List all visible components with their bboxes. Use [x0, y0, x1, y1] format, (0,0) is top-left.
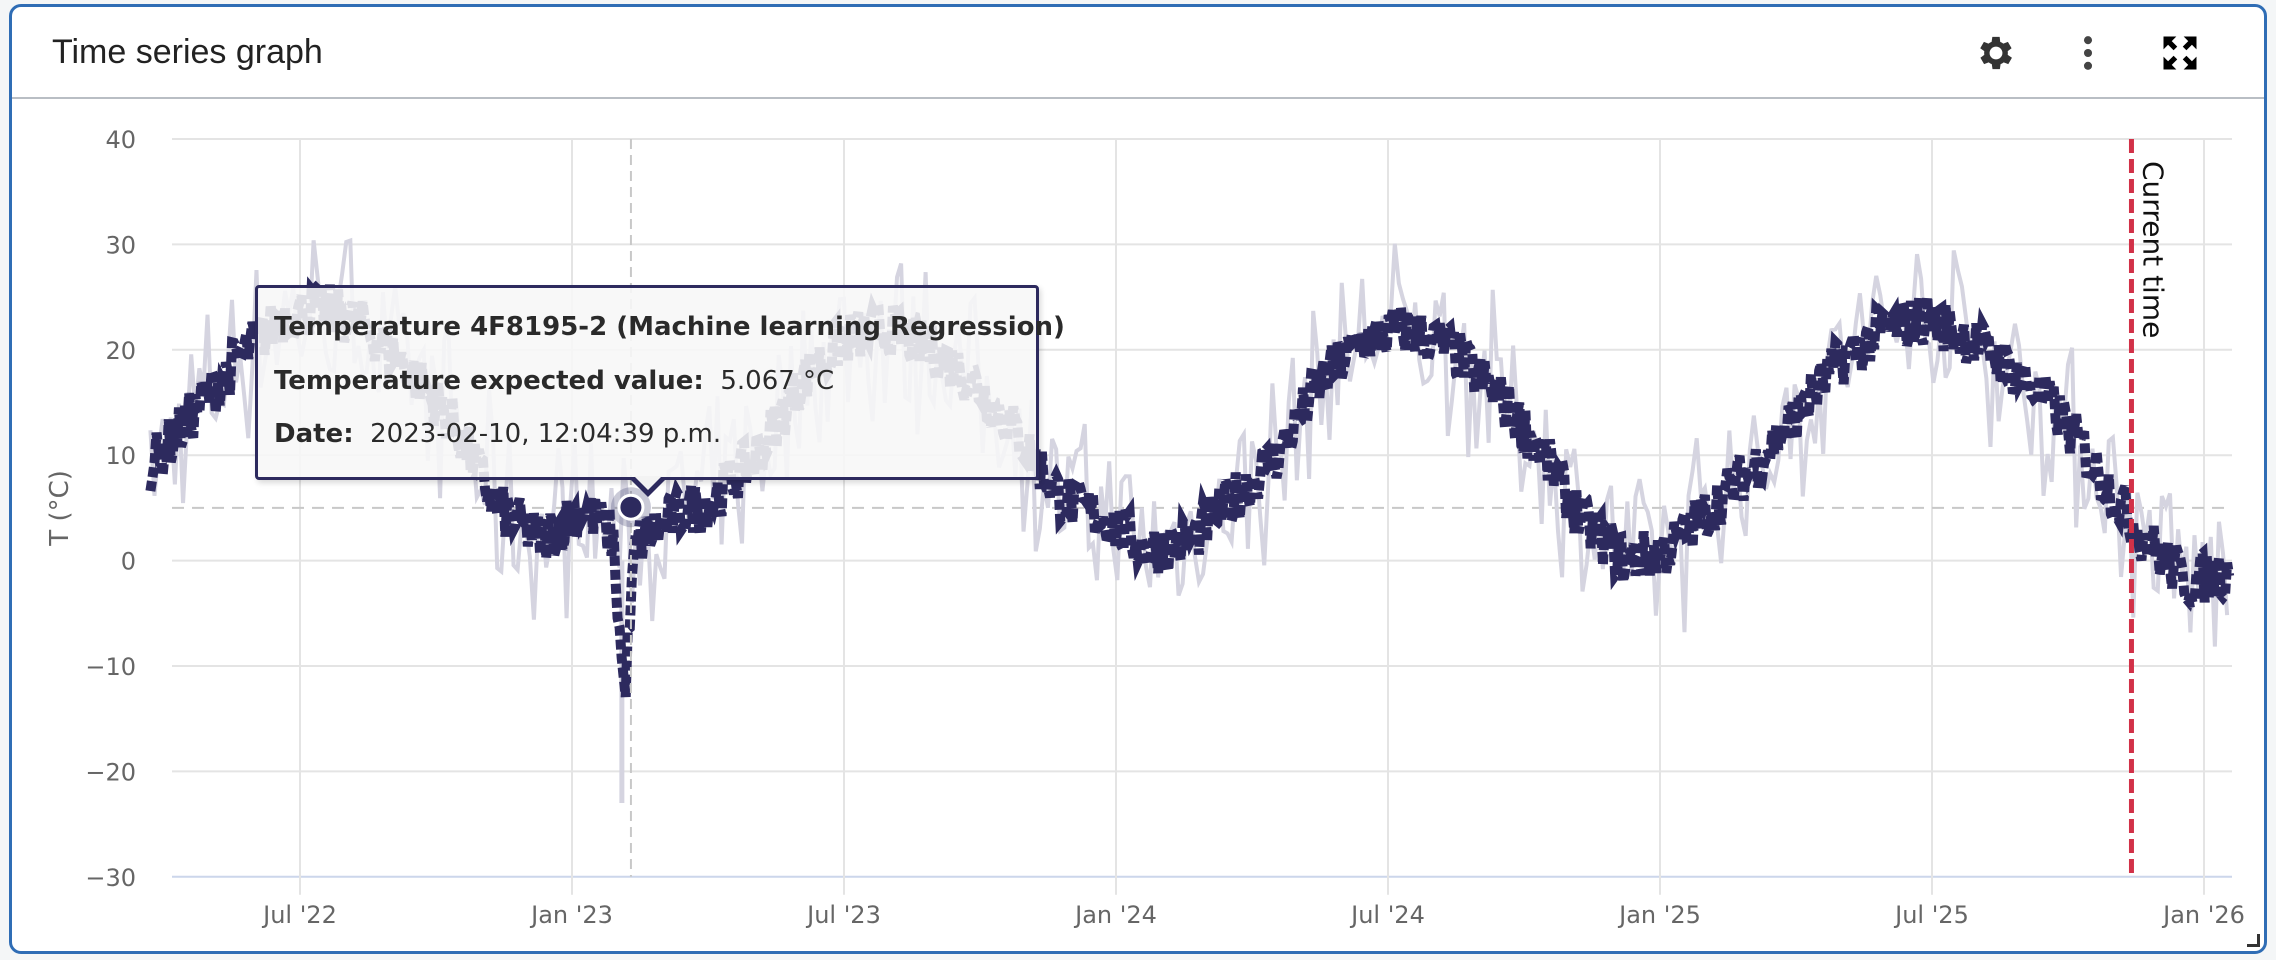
resize-handle[interactable]	[2247, 934, 2260, 947]
y-axis-title: T (°C)	[45, 470, 75, 547]
panel-title: Time series graph	[52, 33, 323, 71]
current-time-label: Current time	[2136, 161, 2169, 338]
y-tick-label: −30	[85, 864, 136, 892]
tooltip-date: 2023-02-10, 12:04:39 p.m.	[370, 419, 722, 449]
x-tick-label: Jul '25	[1893, 901, 1969, 929]
more-vertical-icon[interactable]	[2066, 31, 2110, 75]
y-tick-label: 10	[105, 442, 136, 470]
y-tick-label: 30	[105, 231, 136, 259]
y-tick-label: 40	[105, 126, 136, 154]
tooltip-pointer	[630, 476, 666, 497]
y-tick-label: −10	[85, 653, 136, 681]
tooltip-value: 5.067 °C	[720, 366, 835, 396]
x-tick-label: Jan '23	[529, 901, 613, 929]
time-series-panel: Time series graph −30 −20 −10 0 10 20 30 40 Jul …	[9, 4, 2267, 954]
y-tick-label: 0	[121, 548, 136, 576]
tooltip-date-label: Date:	[274, 419, 354, 449]
x-tick-label: Jul '23	[805, 901, 881, 929]
fullscreen-icon[interactable]	[2158, 31, 2202, 75]
gear-icon[interactable]	[1974, 31, 2018, 75]
tooltip-value-label: Temperature expected value:	[274, 366, 704, 396]
x-tick-label: Jul '22	[261, 901, 337, 929]
panel-header: Time series graph	[12, 7, 2264, 99]
chart-tooltip: Temperature 4F8195-2 (Machine learning R…	[255, 285, 1065, 497]
x-tick-label: Jan '25	[1617, 901, 1701, 929]
prediction-series	[145, 274, 2235, 698]
x-tick-label: Jan '26	[2161, 901, 2245, 929]
hover-point-marker	[617, 493, 645, 521]
x-tick-label: Jan '24	[1073, 901, 1157, 929]
tooltip-series-name: Temperature 4F8195-2 (Machine learning R…	[274, 312, 1065, 342]
x-tick-label: Jul '24	[1349, 901, 1425, 929]
time-series-chart[interactable]: −30 −20 −10 0 10 20 30 40 Jul '22 Jan '23 Jul '23 J…	[12, 7, 2264, 951]
y-tick-label: 20	[105, 337, 136, 365]
y-tick-label: −20	[85, 758, 136, 786]
